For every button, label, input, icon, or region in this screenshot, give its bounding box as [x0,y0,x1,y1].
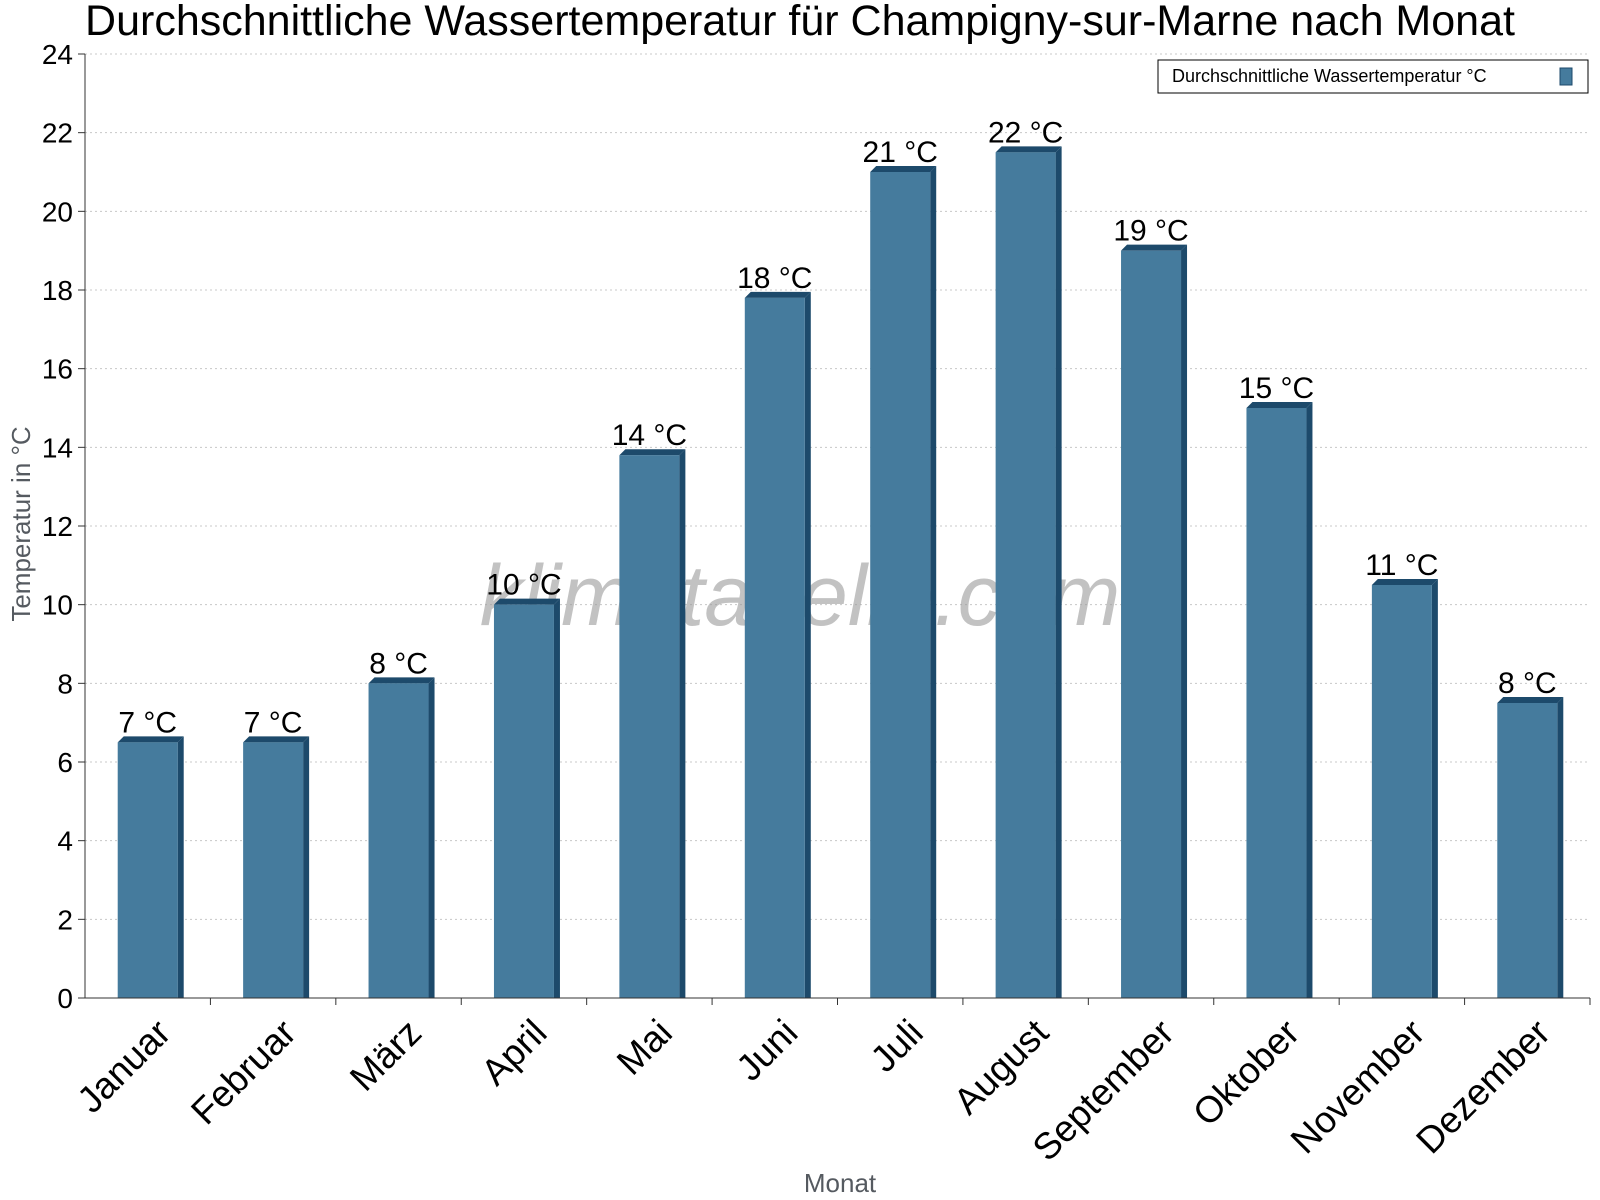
data-label: 8 °C [1498,667,1557,700]
bar-top [619,449,686,456]
bar-side [1557,697,1564,998]
data-label: 21 °C [863,136,938,169]
bar [870,172,931,998]
bar-top [117,736,184,743]
bar-side [679,449,686,998]
y-tick-label: 8 [57,668,73,699]
data-label: 15 °C [1239,372,1314,405]
data-label: 14 °C [612,419,687,452]
legend-swatch [1559,67,1573,86]
bar [117,742,178,998]
y-tick-label: 18 [42,275,73,306]
bar-top [870,166,937,172]
y-tick-label: 6 [57,747,73,778]
data-label: 11 °C [1365,549,1438,582]
bar-side [303,736,310,998]
data-labels: 7 °C 7 °C 8 °C 10 °C 14 °C 18 °C 21 °C 22 °C 19 … [118,116,1556,739]
bar [1497,703,1558,998]
y-tick-label: 4 [57,826,73,857]
bar-top [1371,579,1438,585]
bar [493,604,554,998]
bar [619,455,680,998]
y-tick-label: 14 [42,432,73,463]
x-tick-label: November [1283,1012,1433,1162]
bar-top [368,677,435,684]
x-tick-label: Mai [609,1012,680,1083]
axes [78,53,1591,1005]
x-tick-label: März [342,1012,429,1099]
bar-side [804,291,811,998]
data-label: 7 °C [118,706,177,739]
y-tick-label: 16 [42,354,73,385]
bar [995,152,1056,999]
chart-title: Durchschnittliche Wassertemperatur für C… [85,0,1515,45]
bar-side [553,598,560,998]
legend: Durchschnittliche Wassertemperatur °C [1157,59,1589,94]
y-tick-label: 12 [42,511,73,542]
bar-top [1121,244,1188,251]
data-label: 8 °C [369,647,428,680]
data-label: 7 °C [244,706,303,739]
x-tick-label: Januar [69,1012,178,1121]
bar-side [1431,579,1438,998]
y-axis-label: Temperatur in °C [6,426,36,621]
bar-top [744,291,811,298]
bar-side [1181,244,1188,998]
bar-side [428,677,435,998]
y-tick-label: 22 [42,118,73,149]
bar-top [493,598,560,605]
x-tick-label: Dezember [1408,1012,1558,1162]
data-label: 22 °C [988,116,1063,149]
y-tick-label: 24 [42,39,73,70]
bar [1121,250,1182,998]
bar [368,683,429,998]
data-label: 19 °C [1113,215,1188,248]
bar [744,297,805,998]
bar [243,742,304,998]
bar-side [1055,146,1062,999]
bar-top [243,736,310,743]
bar-side [1306,402,1313,998]
bar-side [930,166,937,998]
data-label: 10 °C [486,569,561,602]
y-tick-label: 20 [42,196,73,227]
x-tick-label: Oktober [1185,1012,1307,1134]
y-tick-label: 0 [57,983,73,1014]
x-tick-labels: Januar Februar März April Mai Juni Juli AugustS… [69,1011,1558,1168]
data-label: 18 °C [737,262,812,295]
x-tick-label: Juli [863,1012,931,1080]
bar-top [1497,697,1564,703]
legend-entry-label: Durchschnittliche Wassertemperatur °C [1172,66,1487,86]
y-tick-label: 2 [57,904,73,935]
x-tick-label: August [946,1011,1057,1122]
bar-top [995,146,1062,153]
bar [1371,585,1432,998]
legend-box [1157,59,1589,94]
x-axis-label: Monat [804,1168,877,1198]
bar-side [177,736,184,998]
bars [117,146,1564,999]
bar [1246,408,1307,998]
y-tick-label: 10 [42,590,73,621]
grid-lines [85,53,1590,920]
bar-top [1246,402,1313,408]
x-tick-label: Februar [183,1012,304,1133]
x-tick-label: Juni [728,1012,805,1089]
x-tick-label: April [473,1012,554,1093]
